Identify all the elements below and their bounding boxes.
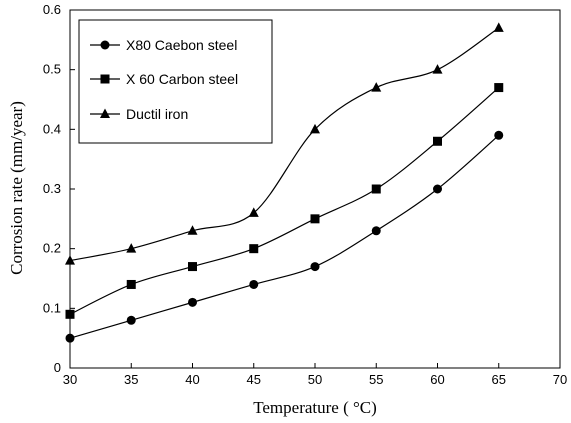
legend-marker (100, 74, 110, 84)
data-point (433, 184, 442, 194)
x-tick-label: 65 (492, 372, 506, 387)
data-point (494, 130, 504, 140)
axes (69, 9, 561, 369)
data-point (371, 226, 381, 236)
x-tick-label: 55 (369, 372, 383, 387)
data-point (249, 279, 259, 289)
x-tick-label: 35 (124, 372, 138, 387)
data-point (433, 136, 442, 146)
y-axis-label: Corrosion rate (mm/year) (7, 101, 26, 275)
x-tick-label: 60 (430, 372, 444, 387)
data-point (65, 255, 75, 265)
series-1 (65, 130, 504, 343)
data-point (494, 83, 504, 93)
y-tick-label: 0.2 (43, 241, 61, 256)
series-line (69, 27, 500, 262)
legend-marker (100, 40, 110, 50)
data-point (65, 333, 75, 343)
data-point (310, 214, 320, 224)
data-point (188, 262, 197, 272)
data-point (493, 22, 504, 32)
series-3 (65, 22, 504, 265)
y-tick-label: 0.6 (43, 2, 61, 17)
y-tick-label: 0.3 (43, 181, 61, 196)
data-point (126, 315, 136, 325)
x-tick-label: 30 (63, 372, 77, 387)
data-point (249, 244, 259, 254)
legend-label: X 60 Carbon steel (126, 71, 238, 87)
data-point (310, 262, 320, 272)
x-tick-label: 40 (185, 372, 199, 387)
series-2 (65, 83, 504, 319)
data-point (65, 309, 75, 319)
x-tick-label: 45 (247, 372, 261, 387)
x-tick-label: 70 (553, 372, 567, 387)
legend-label: Ductil iron (126, 106, 188, 122)
series-layer (65, 22, 504, 343)
y-tick-label: 0 (54, 360, 61, 375)
data-point (126, 243, 137, 253)
x-tick-label: 50 (308, 372, 322, 387)
y-tick-label: 0.4 (43, 121, 61, 136)
series-line (69, 134, 500, 339)
legend: X80 Caebon steel X 60 Carbon steel Ductil … (78, 19, 273, 144)
data-point (371, 184, 381, 194)
data-point (310, 123, 320, 134)
x-axis-label: Temperature ( °C) (253, 398, 377, 417)
data-point (188, 297, 197, 307)
legend-label: X80 Caebon steel (126, 37, 237, 53)
legend-marker (100, 108, 110, 118)
data-point (248, 207, 259, 217)
data-point (187, 225, 198, 235)
data-point (371, 82, 382, 92)
y-tick-label: 0.1 (43, 300, 61, 315)
data-point (126, 279, 136, 289)
y-tick-label: 0.5 (43, 62, 61, 77)
tick-labels: 30 35 40 45 50 55 60 65 70 0 0.1 0.2 0.3 0.4 0.5 0.6 (43, 2, 567, 387)
legend-box (78, 19, 273, 144)
data-point (432, 64, 443, 74)
